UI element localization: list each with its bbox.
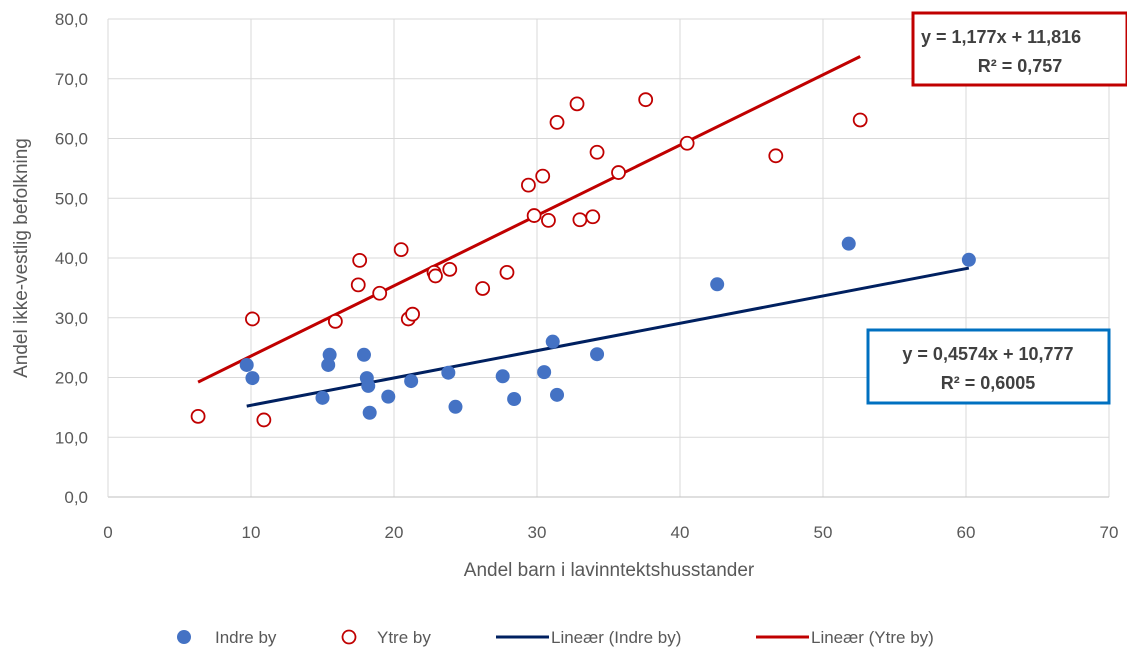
legend-label-ytre-by: Ytre by (377, 628, 431, 647)
data-point-ytre-by (521, 177, 536, 193)
x-tick-label: 30 (528, 523, 547, 542)
legend-item-lineaer-ytre-by: Lineær (Ytre by) (756, 628, 934, 647)
equation-box-indre-by: y = 0,4574x + 10,777 R² = 0,6005 (866, 328, 1111, 405)
legend-label-indre-by: Indre by (215, 628, 277, 647)
data-point-ytre-by (572, 212, 588, 228)
data-point-indre-by (239, 357, 254, 372)
axes (107, 19, 1109, 498)
x-tick-label: 20 (385, 523, 404, 542)
data-point-indre-by (322, 347, 337, 362)
data-point-ytre-by (350, 277, 366, 293)
gridlines (108, 18, 1110, 497)
y-tick-label: 10,0 (55, 428, 88, 447)
y-tick-label: 20,0 (55, 369, 88, 388)
legend-item-indre-by: Indre by (177, 628, 277, 647)
equation-indre-by: y = 0,4574x + 10,777 (902, 344, 1073, 364)
x-tick-label: 50 (814, 523, 833, 542)
data-point-indre-by (356, 347, 371, 362)
data-point-indre-by (315, 390, 330, 405)
x-tick-label: 70 (1100, 523, 1119, 542)
data-point-ytre-by (535, 168, 551, 184)
data-point-ytre-by (428, 268, 443, 284)
y-tick-label: 50,0 (55, 189, 88, 208)
y-tick-label: 80,0 (55, 10, 88, 29)
legend-marker-indre-by (177, 630, 191, 644)
data-point-indre-by (550, 387, 565, 402)
data-point-ytre-by (327, 313, 343, 329)
data-point-indre-by (495, 369, 510, 384)
data-point-indre-by (507, 392, 522, 407)
x-tick-label: 40 (671, 523, 690, 542)
data-point-indre-by (441, 365, 456, 380)
data-point-ytre-by (499, 264, 515, 280)
data-point-ytre-by (475, 281, 491, 296)
data-point-ytre-by (549, 114, 565, 130)
x-tick-label: 10 (242, 523, 261, 542)
data-point-indre-by (404, 374, 419, 389)
data-point-indre-by (537, 365, 552, 380)
r2-ytre-by: R² = 0,757 (978, 56, 1063, 76)
data-point-indre-by (590, 347, 605, 362)
data-point-ytre-by (256, 412, 272, 428)
data-point-ytre-by (541, 212, 556, 228)
equation-box-border-indre-by (866, 328, 1111, 405)
series-indre-by (239, 236, 976, 420)
legend-item-lineaer-indre-by: Lineær (Indre by) (496, 628, 681, 647)
y-tick-label: 60,0 (55, 130, 88, 149)
series-ytre-by (190, 92, 868, 428)
data-point-ytre-by (638, 92, 654, 108)
y-axis-title: Andel ikke-vestlig befolkning (11, 138, 32, 378)
data-point-ytre-by (372, 285, 388, 301)
equation-box-ytre-by: y = 1,177x + 11,816 R² = 0,757 (911, 11, 1127, 87)
y-tick-label: 0,0 (64, 488, 88, 507)
data-points (190, 92, 976, 428)
data-point-ytre-by (585, 209, 601, 225)
data-point-indre-by (961, 252, 976, 267)
legend: Indre by Ytre by Lineær (Indre by) Lineæ… (177, 628, 934, 647)
data-point-indre-by (841, 236, 856, 251)
data-point-indre-by (448, 399, 463, 414)
data-point-ytre-by (190, 408, 206, 424)
y-tick-label: 70,0 (55, 70, 88, 89)
data-point-indre-by (245, 371, 260, 386)
data-point-ytre-by (405, 306, 420, 322)
data-point-ytre-by (611, 165, 626, 180)
data-point-ytre-by (589, 144, 605, 160)
data-point-indre-by (545, 334, 560, 349)
r2-indre-by: R² = 0,6005 (941, 373, 1036, 393)
tick-labels: 0 10 20 30 40 50 60 70 0,0 10,0 20,0 30,0 40,0 50,0 60… (55, 10, 1119, 542)
data-point-ytre-by (352, 252, 368, 268)
y-tick-label: 30,0 (55, 309, 88, 328)
legend-item-ytre-by: Ytre by (341, 628, 431, 647)
data-point-ytre-by (526, 208, 542, 223)
x-tick-label: 60 (957, 523, 976, 542)
data-point-ytre-by (679, 135, 695, 151)
trendlines (197, 55, 970, 408)
equation-ytre-by: y = 1,177x + 11,816 (921, 27, 1081, 47)
y-tick-label: 40,0 (55, 249, 88, 268)
data-point-indre-by (710, 277, 725, 292)
data-point-indre-by (362, 405, 377, 420)
legend-marker-ytre-by (341, 629, 357, 645)
x-tick-label: 0 (103, 523, 112, 542)
data-point-ytre-by (569, 96, 585, 112)
data-point-ytre-by (852, 112, 868, 128)
data-point-ytre-by (393, 242, 409, 258)
legend-label-lineaer-indre-by: Lineær (Indre by) (551, 628, 681, 647)
data-point-ytre-by (442, 261, 458, 277)
x-axis-title: Andel barn i lavinntektshusstander (464, 560, 755, 581)
data-point-indre-by (381, 389, 396, 404)
equation-box-border-ytre-by (911, 11, 1127, 87)
data-point-indre-by (361, 378, 376, 393)
data-point-ytre-by (245, 311, 260, 327)
legend-label-lineaer-ytre-by: Lineær (Ytre by) (811, 628, 934, 647)
data-point-ytre-by (768, 148, 784, 164)
